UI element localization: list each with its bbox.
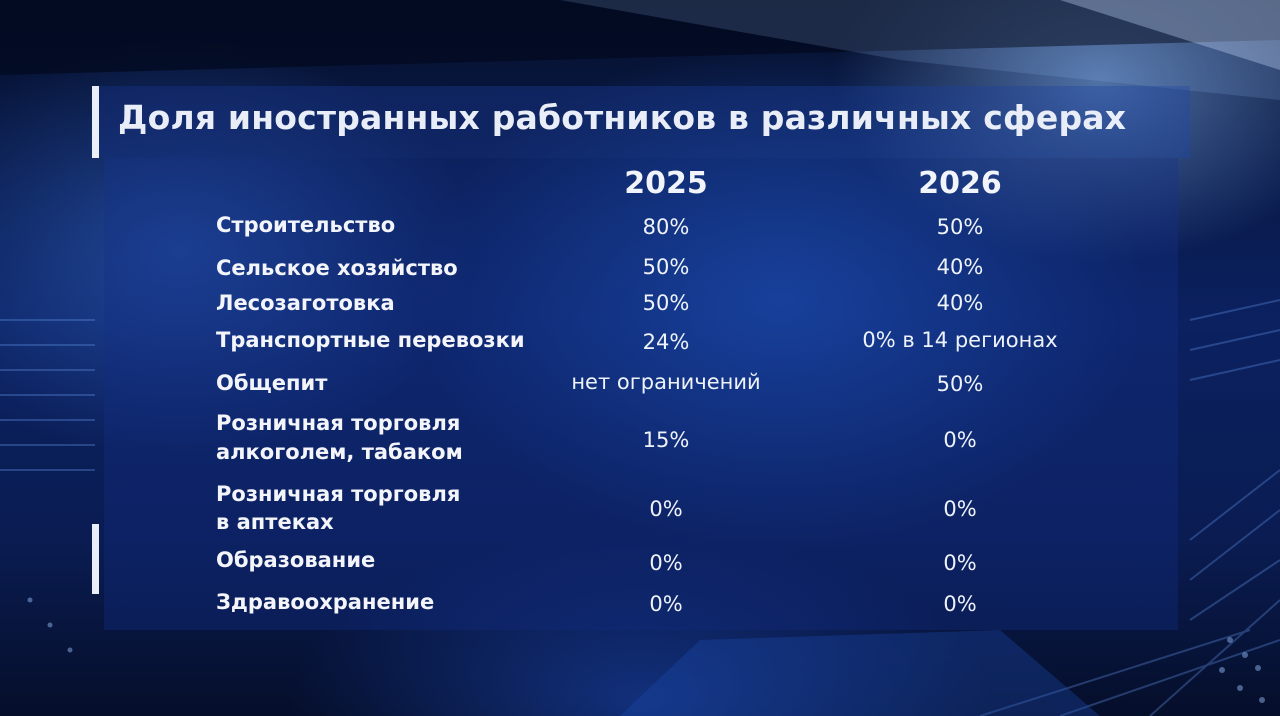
row-label-logging: Лесозаготовка xyxy=(216,291,395,315)
row-label-transport: Транспортные перевозки xyxy=(216,328,525,352)
cell-education-2026: 0% xyxy=(943,551,977,575)
cell-construction-2026: 50% xyxy=(936,215,984,239)
title-accent-bar xyxy=(92,86,99,158)
row-label-pharmacies-line2: в аптеках xyxy=(216,510,334,534)
cell-pharmacies-2026: 0% xyxy=(943,497,977,521)
row-label-construction: Строительство xyxy=(216,213,396,237)
cell-transport-2026: 0% в 14 регионах xyxy=(862,328,1058,352)
column-header-2025: 2025 xyxy=(624,166,708,201)
row-label-alcohol-tobacco-line2: алкоголем, табаком xyxy=(216,440,463,464)
row-label-pharmacies-line1: Розничная торговля xyxy=(216,482,461,506)
row-label-agriculture: Сельское хозяйство xyxy=(216,256,458,280)
cell-construction-2025: 80% xyxy=(642,215,690,239)
cell-catering-2026: 50% xyxy=(936,372,984,396)
column-header-2026: 2026 xyxy=(918,166,1002,201)
cell-agriculture-2025: 50% xyxy=(642,255,690,279)
title-panel xyxy=(98,86,1190,158)
row-label-alcohol-tobacco-line1: Розничная торговля xyxy=(216,411,461,435)
row-label-education: Образование xyxy=(216,548,376,572)
cell-healthcare-2026: 0% xyxy=(943,592,977,616)
cell-education-2025: 0% xyxy=(649,551,683,575)
side-accent-bar xyxy=(92,524,99,594)
cell-healthcare-2025: 0% xyxy=(649,592,683,616)
cell-alcohol-tobacco-2025: 15% xyxy=(642,428,690,452)
cell-catering-2025: нет ограничений xyxy=(571,370,761,394)
row-label-catering: Общепит xyxy=(216,371,328,395)
cell-agriculture-2026: 40% xyxy=(936,255,984,279)
cell-pharmacies-2025: 0% xyxy=(649,497,683,521)
table-panel xyxy=(104,158,1178,630)
cell-alcohol-tobacco-2026: 0% xyxy=(943,428,977,452)
row-label-healthcare: Здравоохранение xyxy=(216,590,435,614)
cell-logging-2026: 40% xyxy=(936,291,984,315)
cell-transport-2025: 24% xyxy=(642,330,690,354)
cell-logging-2025: 50% xyxy=(642,291,690,315)
page-title: Доля иностранных работников в различных … xyxy=(118,98,1127,137)
